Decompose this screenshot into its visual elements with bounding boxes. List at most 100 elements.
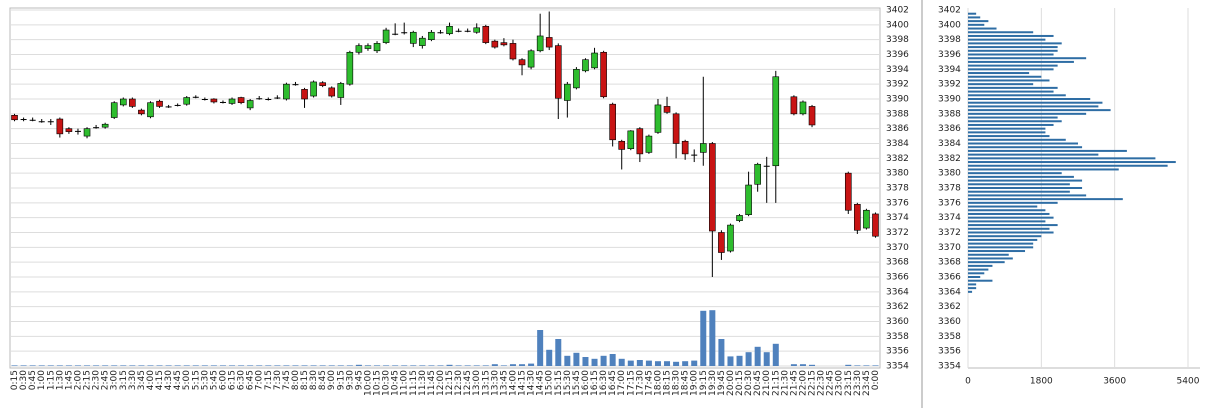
x-tick-label: 0 (965, 377, 971, 387)
y-tick-label: 3390 (886, 95, 909, 105)
x-tick-label: 0:00 (871, 370, 881, 390)
volume-bar (383, 365, 390, 366)
candle-body (319, 82, 326, 86)
volume-bar (709, 310, 716, 366)
x-tick-label: 21:00 (762, 370, 772, 396)
x-tick-label: 22:15 (808, 370, 818, 396)
candle-body (355, 45, 363, 53)
candle-body (645, 135, 653, 153)
volume-bar (38, 365, 45, 366)
volume-bar (564, 355, 571, 366)
volume-bar (337, 365, 344, 366)
volume-bar (664, 361, 671, 366)
profile-bar (968, 220, 1046, 223)
candle-body (74, 130, 81, 132)
volume-bar (555, 339, 562, 366)
profile-bar (968, 168, 1119, 171)
volume-bar (627, 360, 634, 366)
candle-body (382, 29, 390, 43)
y-tick-label: 3384 (886, 139, 909, 149)
profile-bar (968, 105, 1099, 108)
volume-bar (645, 360, 652, 366)
x-tick-label: 19:00 (690, 370, 700, 396)
volume-bar (156, 365, 163, 366)
volume-bar (673, 361, 680, 366)
x-tick-label: 19:15 (699, 370, 709, 396)
x-tick-label: 18:00 (653, 370, 663, 396)
profile-bar (968, 198, 1123, 201)
candle-body (210, 98, 218, 103)
x-tick-label: 15:30 (563, 370, 573, 396)
x-tick-label: 4:00 (146, 370, 156, 390)
x-tick-label: 15:00 (545, 370, 555, 396)
profile-bar (968, 287, 977, 290)
candle-body (364, 45, 372, 49)
volume-bar (745, 352, 752, 366)
y-tick-label: 3400 (886, 20, 909, 30)
x-tick-label: 11:15 (409, 370, 419, 396)
volume-bar (11, 365, 18, 366)
x-tick-label: 9:45 (354, 370, 364, 390)
candle-body (337, 83, 345, 98)
profile-bar (968, 201, 1058, 204)
profile-bar (968, 68, 1054, 71)
x-tick-label: 23:15 (844, 370, 854, 396)
profile-bar (968, 49, 1058, 52)
profile-bar (968, 238, 1038, 241)
candle-body (93, 127, 100, 129)
x-tick-label: 7:00 (255, 370, 265, 390)
profile-bar (968, 224, 1058, 227)
volume-bar (600, 355, 607, 366)
x-tick-label: 20:15 (735, 370, 745, 396)
volume-bar (500, 365, 507, 366)
candle-body (718, 232, 725, 253)
candle-body (536, 35, 544, 52)
candle-body (265, 99, 272, 100)
candle-body (482, 26, 490, 43)
x-tick-label: 20:30 (744, 370, 754, 396)
candle-body (246, 100, 254, 109)
candle-body (582, 59, 589, 72)
profile-bar (968, 112, 1087, 115)
candle-body (156, 100, 163, 107)
x-tick-label: 3:15 (119, 370, 129, 390)
profile-bar (968, 290, 973, 293)
profile-bar (968, 138, 1066, 141)
candle-body (808, 106, 816, 126)
x-tick-label: 1:00 (37, 370, 47, 390)
volume-bar (65, 365, 72, 366)
y-tick-label: 3360 (938, 317, 961, 327)
candle-body (600, 51, 607, 98)
profile-bar (968, 261, 1005, 264)
volume-bar (120, 365, 127, 366)
profile-bar (968, 209, 1046, 212)
profile-bar (968, 231, 1054, 234)
volume-bar (455, 365, 462, 366)
candle-body (11, 115, 18, 121)
volume-bar (355, 364, 362, 366)
candle-body (790, 96, 798, 115)
x-tick-label: 9:30 (345, 370, 355, 390)
profile-bar (968, 264, 993, 267)
volume-bar (20, 365, 27, 366)
y-tick-label: 3388 (886, 109, 909, 119)
candle-body (274, 97, 281, 99)
profile-bar (968, 146, 1083, 149)
profile-bar (968, 60, 1074, 63)
x-tick-label: 20:45 (753, 370, 763, 396)
candle-body (854, 204, 861, 231)
candle-body (83, 128, 91, 137)
y-tick-label: 3390 (938, 95, 961, 105)
volume-bar (537, 330, 544, 366)
y-tick-label: 3392 (938, 80, 961, 90)
candle-body (192, 96, 199, 98)
x-tick-label: 5:45 (209, 370, 219, 390)
candle-body (47, 121, 54, 123)
volume-bar (772, 343, 779, 366)
candle-body (636, 128, 644, 155)
candle-body (709, 143, 716, 232)
volume-bar (192, 365, 199, 366)
x-tick-label: 12:45 (463, 370, 473, 396)
candle-body (256, 98, 263, 100)
profile-bar (968, 34, 1054, 37)
